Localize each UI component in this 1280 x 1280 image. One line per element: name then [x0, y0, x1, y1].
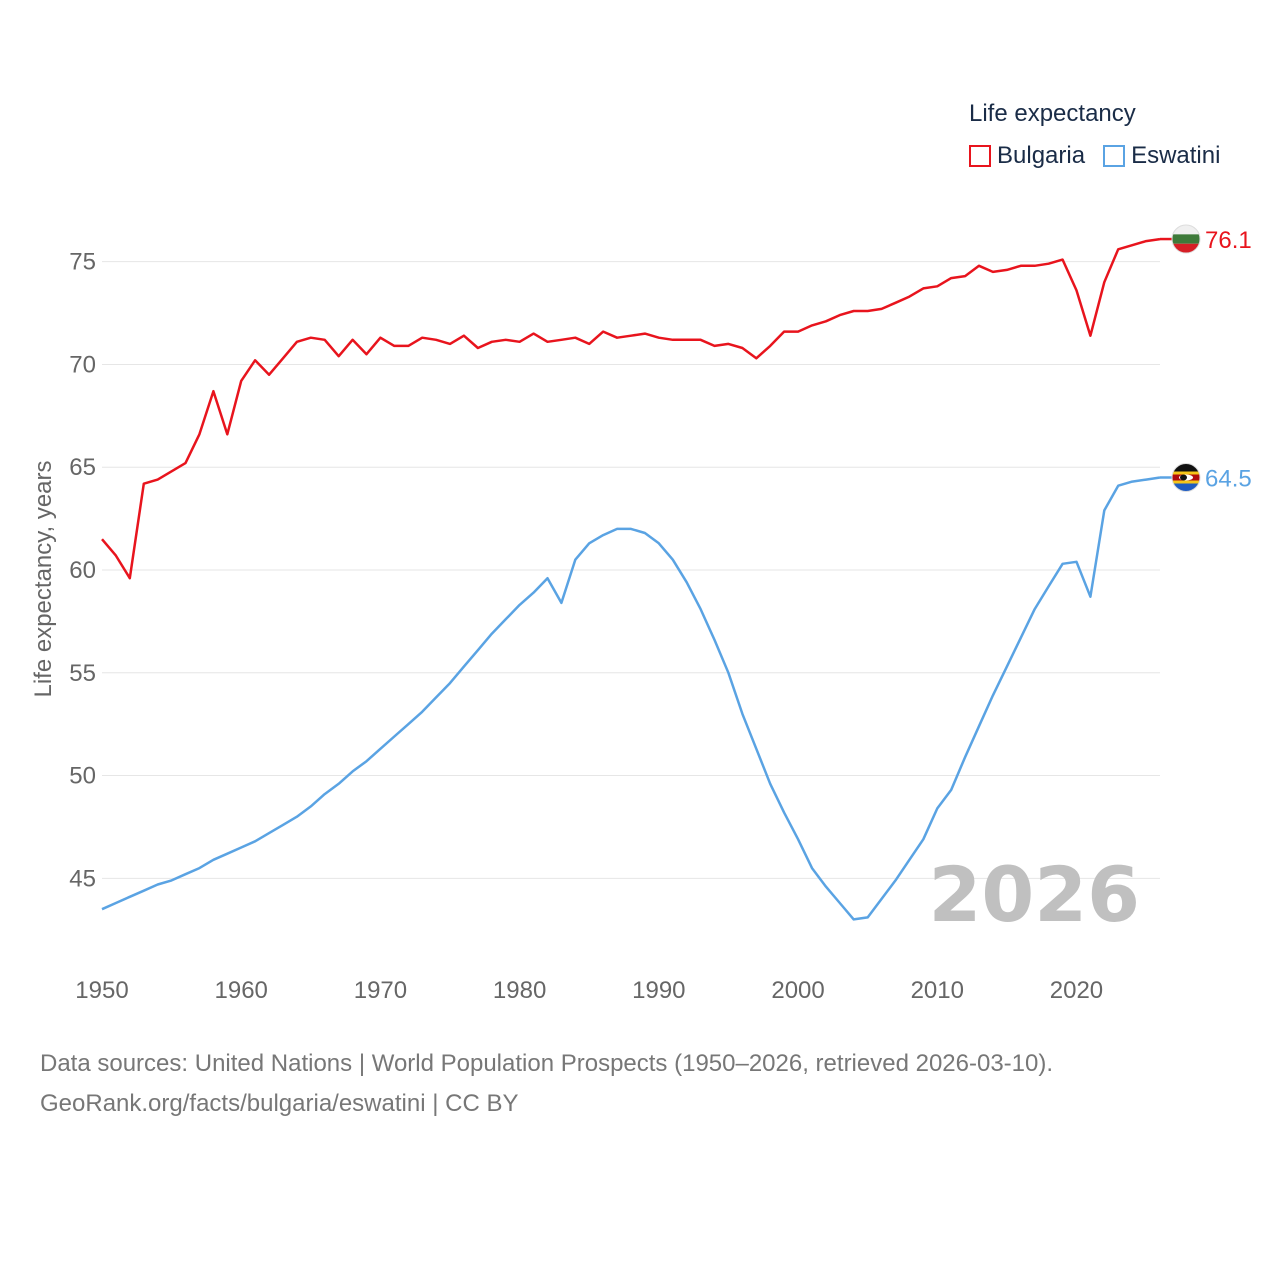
y-tick-label: 50: [69, 763, 96, 790]
legend-label-eswatini: Eswatini: [1131, 142, 1221, 169]
legend: Bulgaria Eswatini: [969, 142, 1238, 170]
grid-lines: [102, 261, 1160, 879]
source-line: Data sources: United Nations | World Pop…: [40, 1050, 1054, 1077]
y-axis-label: Life expectancy, years: [30, 460, 57, 697]
end-value-label-bulgaria: 76.1: [1205, 227, 1252, 254]
bulgaria-flag-icon: [1171, 224, 1201, 254]
x-tick-label: 1950: [75, 977, 128, 1004]
legend-swatch-eswatini: [1103, 145, 1126, 167]
end-value-label-eswatini: 64.5: [1205, 466, 1252, 493]
y-tick-label: 70: [69, 351, 96, 378]
x-tick-label: 2000: [771, 977, 824, 1004]
series-line-eswatini: [101, 476, 1161, 921]
footer: Data sources: United Nations | World Pop…: [40, 1044, 1053, 1124]
x-tick-label: 1970: [354, 977, 407, 1004]
legend-item-bulgaria[interactable]: Bulgaria: [969, 142, 1085, 170]
x-tick-label: 1960: [215, 977, 268, 1004]
y-tick-label: 65: [69, 454, 96, 481]
x-tick-label: 1980: [493, 977, 546, 1004]
legend-label-bulgaria: Bulgaria: [997, 142, 1086, 169]
credit-line: GeoRank.org/facts/bulgaria/eswatini | CC…: [40, 1090, 519, 1117]
y-tick-label: 60: [69, 557, 96, 584]
legend-title: Life expectancy: [969, 100, 1136, 127]
x-tick-label: 2020: [1050, 977, 1103, 1004]
y-tick-label: 75: [69, 249, 96, 276]
series-end-markers: 76.1 64.5: [1160, 224, 1252, 493]
legend-swatch-bulgaria: [969, 145, 991, 167]
x-tick-label: 1990: [632, 977, 685, 1004]
y-axis-ticks: 45 50 55 60 65 70 75: [69, 249, 96, 893]
legend-item-eswatini[interactable]: Eswatini: [1103, 142, 1220, 170]
year-watermark: 2026: [928, 850, 1140, 939]
eswatini-flag-icon: [1171, 463, 1201, 492]
y-tick-label: 55: [69, 660, 96, 687]
series-line-bulgaria: [101, 237, 1161, 580]
y-tick-label: 45: [69, 865, 96, 892]
series-lines: [101, 237, 1161, 921]
x-axis-ticks: 1950 1960 1970 1980 1990 2000 2010 2020: [75, 977, 1103, 1004]
x-tick-label: 2010: [911, 977, 964, 1004]
